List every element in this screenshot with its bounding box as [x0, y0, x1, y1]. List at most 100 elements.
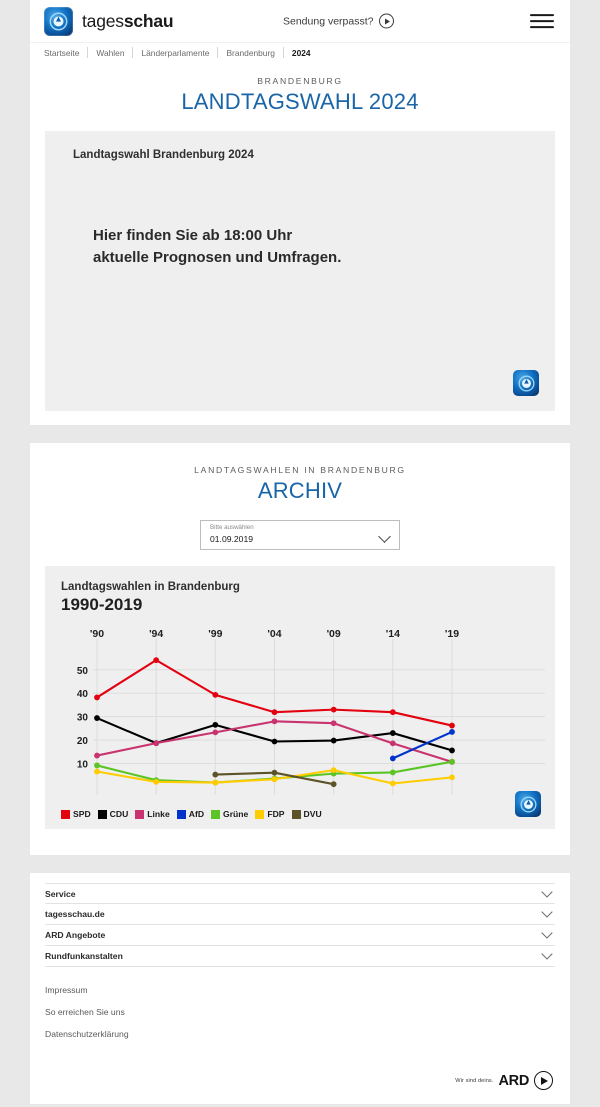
tagesschau-badge-icon — [513, 370, 539, 396]
legend-label: DVU — [303, 809, 322, 819]
legend-label: Linke — [147, 809, 170, 819]
legend-item-cdu[interactable]: CDU — [97, 809, 129, 819]
svg-text:20: 20 — [77, 736, 89, 747]
breadcrumb: Startseite Wahlen Länderparlamente Brand… — [30, 42, 570, 62]
chart-plot-area: 10 20 30 40 50 '90 '94 '99 '04 '09 '14 '19 — [61, 627, 545, 802]
svg-text:'19: '19 — [445, 628, 459, 640]
header-card: tagesschau Sendung verpasst? Startseite … — [30, 0, 570, 425]
chevron-down-icon[interactable] — [541, 927, 553, 939]
legend-item-fdp[interactable]: FDP — [255, 809, 285, 819]
legend-swatch — [255, 809, 265, 819]
svg-text:'99: '99 — [208, 628, 222, 640]
svg-text:50: 50 — [77, 666, 89, 677]
select-value: 01.09.2019 — [210, 533, 254, 544]
footer-accordion-tagesschau[interactable]: tagesschau.de — [45, 904, 555, 925]
legend-swatch — [176, 809, 186, 819]
ard-wordmark: ARD — [498, 1072, 529, 1089]
sendung-verpasst-link[interactable]: Sendung verpasst? — [283, 13, 395, 29]
ard-claim: Wir sind deins. — [455, 1077, 494, 1084]
site-header: tagesschau Sendung verpasst? — [30, 0, 570, 42]
svg-text:10: 10 — [77, 760, 89, 771]
legend-label: FDP — [267, 809, 285, 819]
select-floating-label: Bitte auswählen — [210, 524, 254, 531]
ard-arrow-icon — [534, 1071, 553, 1090]
legend-label: CDU — [109, 809, 129, 819]
archive-title-block: LANDTAGSWAHLEN IN BRANDENBURG ARCHIV — [30, 465, 570, 504]
footer-link-datenschutz[interactable]: Datenschutzerklärung — [45, 1029, 129, 1039]
brand-word-bold: schau — [123, 10, 174, 31]
breadcrumb-separator — [282, 47, 284, 58]
footer-accordion-label: ARD Angebote — [45, 930, 106, 940]
breadcrumb-separator — [217, 47, 219, 58]
footer-accordion-service[interactable]: Service — [45, 883, 555, 904]
line-chart: 10 20 30 40 50 '90 '94 '99 '04 '09 '14 '19 — [77, 628, 545, 795]
chevron-down-icon[interactable] — [541, 906, 553, 918]
sendung-verpasst-label: Sendung verpasst? — [283, 15, 374, 27]
svg-text:30: 30 — [77, 713, 89, 724]
breadcrumb-item-wahlen[interactable]: Wahlen — [96, 47, 125, 58]
page-kicker: BRANDENBURG — [257, 76, 343, 86]
chevron-down-icon[interactable] — [541, 885, 553, 898]
footer-accordion-rundfunkanstalten[interactable]: Rundfunkanstalten — [45, 946, 555, 967]
legend-label: SPD — [73, 809, 91, 819]
ard-logo: Wir sind deins. ARD — [45, 1045, 555, 1104]
breadcrumb-separator — [132, 47, 134, 58]
legend-item-grüne[interactable]: Grüne — [211, 809, 248, 819]
chart-title: Landtagswahlen in Brandenburg — [61, 581, 240, 593]
teaser-kicker: Landtagswahl Brandenburg 2024 — [73, 149, 254, 161]
footer-link-impressum[interactable]: Impressum — [45, 985, 88, 995]
tagesschau-badge-icon — [515, 791, 541, 817]
chart-box: Landtagswahlen in Brandenburg 1990-2019 … — [45, 566, 555, 829]
legend-swatch — [61, 809, 70, 819]
tagesschau-logo-icon — [44, 6, 73, 36]
footer-accordion-label: Rundfunkanstalten — [45, 951, 123, 961]
teaser-headline-line1: Hier finden Sie ab 18:00 Uhr — [93, 227, 293, 244]
menu-icon[interactable] — [530, 14, 554, 28]
svg-text:'94: '94 — [149, 628, 163, 640]
legend-swatch — [135, 809, 145, 819]
chart-legend: SPD CDU Linke AfD Grüne FDP DVU — [61, 809, 539, 819]
election-date-select[interactable]: Bitte auswählen 01.09.2019 — [200, 520, 400, 550]
footer-accordion-ard-angebote[interactable]: ARD Angebote — [45, 925, 555, 946]
svg-text:'14: '14 — [386, 628, 400, 640]
page-title: LANDTAGSWAHL 2024 — [181, 89, 419, 114]
legend-swatch — [97, 809, 107, 819]
breadcrumb-item-laenderparlamente[interactable]: Länderparlamente — [141, 47, 210, 58]
breadcrumb-separator — [87, 47, 89, 58]
archive-select-wrap: Bitte auswählen 01.09.2019 — [30, 520, 570, 550]
svg-text:'90: '90 — [90, 628, 104, 640]
brand[interactable]: tagesschau — [44, 6, 174, 36]
legend-item-spd[interactable]: SPD — [61, 809, 91, 819]
footer-links: Impressum So erreichen Sie uns Datenschu… — [45, 967, 555, 1045]
legend-swatch — [211, 809, 221, 819]
legend-item-dvu[interactable]: DVU — [291, 809, 322, 819]
chevron-down-icon[interactable] — [541, 948, 553, 960]
brand-wordmark: tagesschau — [82, 10, 174, 32]
brand-word-light: tages — [82, 10, 124, 31]
archive-title: ARCHIV — [257, 478, 343, 503]
legend-item-afd[interactable]: AfD — [176, 809, 205, 819]
page-title-block: BRANDENBURG LANDTAGSWAHL 2024 — [30, 62, 570, 127]
svg-text:'09: '09 — [327, 628, 341, 640]
svg-text:'04: '04 — [267, 628, 281, 640]
footer-card: Service tagesschau.de ARD Angebote Rundf… — [30, 873, 570, 1104]
breadcrumb-item-2024[interactable]: 2024 — [291, 47, 311, 58]
archive-kicker: LANDTAGSWAHLEN IN BRANDENBURG — [194, 465, 406, 475]
teaser-headline-line2: aktuelle Prognosen und Umfragen. — [93, 248, 342, 266]
footer-accordion-label: tagesschau.de — [45, 909, 105, 919]
legend-label: AfD — [188, 809, 205, 819]
legend-label: Grüne — [223, 809, 249, 819]
breadcrumb-item-brandenburg[interactable]: Brandenburg — [226, 47, 275, 58]
play-icon[interactable] — [379, 13, 395, 29]
teaser-headline: Hier finden Sie ab 18:00 Uhr aktuelle Pr… — [93, 225, 341, 269]
svg-text:40: 40 — [77, 689, 89, 700]
chart-subtitle: 1990-2019 — [61, 595, 143, 614]
footer-link-kontakt[interactable]: So erreichen Sie uns — [45, 1007, 125, 1017]
legend-swatch — [291, 809, 301, 819]
legend-item-linke[interactable]: Linke — [135, 809, 170, 819]
footer-accordion-label: Service — [45, 888, 76, 899]
teaser-box: Landtagswahl Brandenburg 2024 Hier finde… — [45, 131, 555, 411]
breadcrumb-item-startseite[interactable]: Startseite — [44, 47, 80, 58]
archive-card: LANDTAGSWAHLEN IN BRANDENBURG ARCHIV Bit… — [30, 443, 570, 855]
